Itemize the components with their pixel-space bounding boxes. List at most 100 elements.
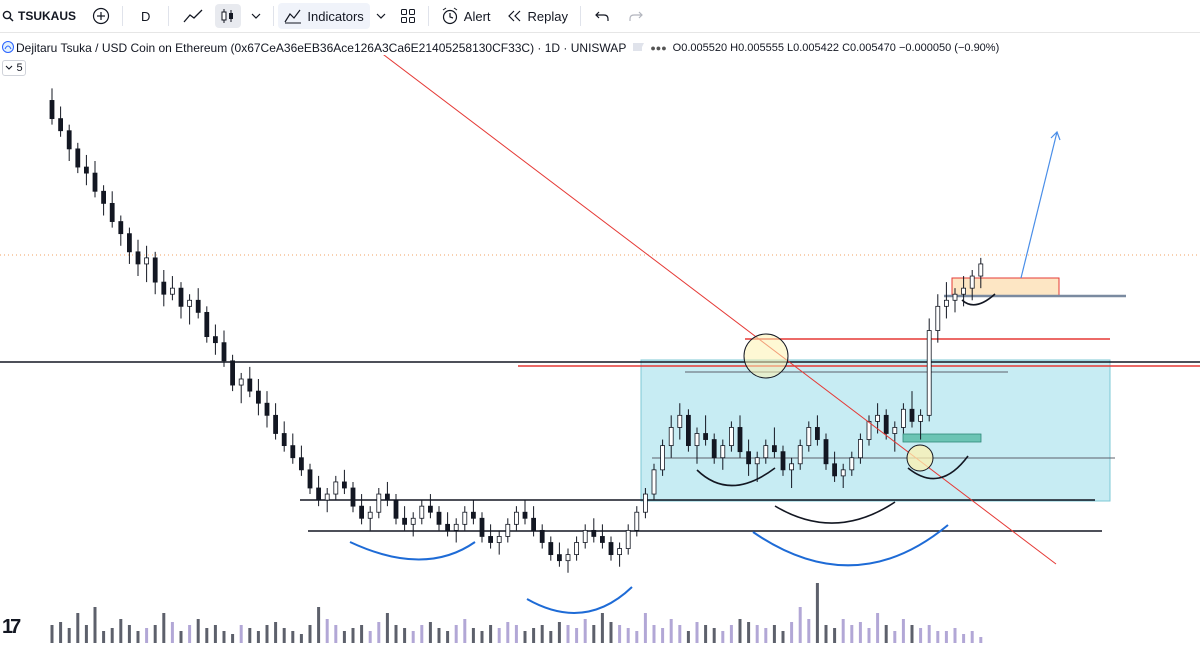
candle [376,488,382,519]
candle [178,282,184,319]
candle [660,439,665,476]
arc-black[interactable] [696,467,776,487]
candle-body [488,536,494,543]
volume-bar [704,625,708,643]
candle [393,494,399,525]
indicators-button[interactable]: Indicators [278,3,370,29]
candle [926,318,932,422]
volume-bar [222,631,226,643]
candle-body [849,457,855,471]
symbol-description[interactable]: Dejitaru Tsuka / USD Coin on Ethereum (0… [14,41,631,55]
templates-icon [400,8,416,24]
candle-body [264,402,270,416]
volume-bar [755,625,759,643]
add-symbol-button[interactable] [84,0,118,32]
candle-body [204,311,210,338]
breakout-zone[interactable] [951,277,1060,297]
candle-body [591,529,597,537]
candle [92,161,98,198]
accumulation-box[interactable] [640,359,1111,502]
volume-bar [403,628,407,643]
flag-icon [632,41,645,55]
volume-bar [833,628,837,643]
candle [901,403,906,434]
candle [359,494,365,525]
candle-body [419,505,425,519]
candle [720,439,726,470]
replay-button[interactable]: Replay [499,0,576,32]
undo-button[interactable] [585,0,619,32]
candle-body [901,408,906,428]
templates-button[interactable] [392,0,424,32]
volume-bar [497,628,501,643]
chart-type-dropdown[interactable] [243,0,269,32]
volume-bar [824,625,828,643]
candle-body [806,427,812,447]
volume-bar [162,613,166,643]
candle-body [892,427,898,434]
arc-blue[interactable] [752,524,949,567]
arc-blue[interactable] [526,586,633,614]
candle [514,506,519,531]
candle [496,530,502,555]
chart-legend: Dejitaru Tsuka / USD Coin on Ethereum (0… [0,38,1000,58]
indicators-dropdown[interactable] [370,0,392,32]
arc-black[interactable] [907,455,969,480]
candle [453,518,459,543]
chevron-down-icon [5,62,13,74]
alert-button[interactable]: Alert [433,0,499,32]
projection-arrow[interactable] [1020,131,1058,279]
volume-bar [471,628,475,643]
price-chart[interactable] [0,32,1200,645]
redo-button[interactable] [619,0,653,32]
volume-bar [76,613,80,643]
candle [703,415,708,446]
candle-body [84,166,89,174]
candle [488,524,494,549]
volume-bar [188,625,192,643]
volume-bar [93,607,97,643]
interval-button[interactable]: D [127,0,164,32]
candle [797,439,803,470]
volume-bar [876,613,880,643]
replay-label: Replay [527,8,568,24]
volume-bar [84,625,88,643]
candle-chart-button[interactable] [213,0,243,32]
exchange-logo-icon [2,40,14,56]
candle-body [557,554,562,562]
volume-bar [360,625,364,643]
volume-bar [643,613,647,643]
volume-bars [50,583,983,643]
highlight-circle[interactable] [906,444,934,472]
candle [384,481,390,507]
candle-body [49,100,55,120]
candle-chart-icon [215,4,242,28]
volume-bar [815,583,819,643]
volume-bar [454,625,458,643]
volume-bar [317,607,321,643]
trendline[interactable] [379,51,1057,565]
candle-body [393,499,399,519]
candle [49,88,55,125]
symbol-search-button[interactable]: TSUKAUS [0,0,84,32]
line-chart-button[interactable] [173,0,213,32]
candle [58,106,63,137]
candle [591,518,597,543]
more-icon[interactable]: ●●● [650,43,667,53]
alert-icon [441,7,459,25]
arc-black[interactable] [774,501,896,524]
candle-body [92,172,98,192]
volume-bar [480,631,484,643]
candle-body [694,433,700,447]
candle [737,415,743,458]
legend-collapse-button[interactable]: 5 [2,60,26,76]
arc-blue[interactable] [349,541,476,561]
volume-bar [213,625,217,643]
highlight-circle[interactable] [743,333,789,379]
arc-black[interactable] [961,293,996,306]
candle [427,494,433,519]
demand-zone[interactable] [902,433,982,443]
candle-body [152,257,158,283]
candle-body [410,517,416,525]
candle-body [574,542,579,556]
